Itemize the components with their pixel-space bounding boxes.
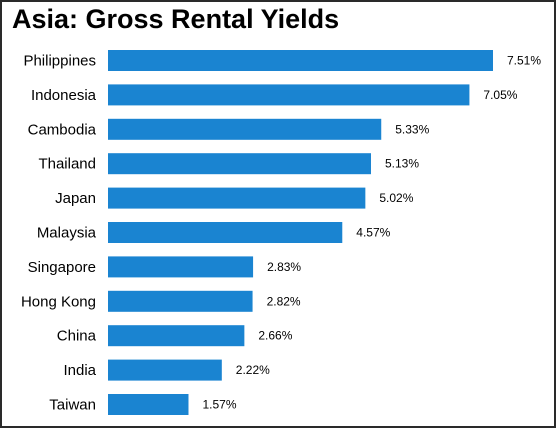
- bar-singapore: [108, 256, 254, 278]
- bar-china: [108, 325, 245, 347]
- category-label-singapore: Singapore: [28, 259, 96, 276]
- category-label-thailand: Thailand: [38, 156, 96, 173]
- value-label-taiwan: 1.57%: [202, 398, 236, 412]
- chart-title: Asia: Gross Rental Yields: [12, 4, 340, 34]
- value-label-philippines: 7.51%: [507, 54, 541, 68]
- category-label-cambodia: Cambodia: [28, 121, 97, 138]
- bar-taiwan: [108, 394, 189, 415]
- bar-malaysia: [108, 222, 343, 243]
- category-label-china: China: [57, 328, 97, 345]
- category-label-philippines: Philippines: [23, 53, 96, 70]
- value-label-hong-kong: 2.82%: [267, 294, 301, 308]
- value-label-china: 2.66%: [258, 329, 292, 343]
- bar-india: [108, 359, 222, 381]
- category-label-malaysia: Malaysia: [37, 225, 97, 242]
- bar-philippines: [108, 50, 493, 71]
- bar-hong-kong: [108, 290, 253, 312]
- category-label-taiwan: Taiwan: [49, 397, 96, 414]
- category-label-hong-kong: Hong Kong: [21, 293, 96, 310]
- value-label-cambodia: 5.33%: [395, 122, 429, 136]
- bar-cambodia: [108, 118, 382, 140]
- category-label-japan: Japan: [55, 190, 96, 207]
- category-label-indonesia: Indonesia: [31, 87, 97, 104]
- bar-thailand: [108, 153, 371, 175]
- value-label-india: 2.22%: [236, 363, 270, 377]
- value-label-thailand: 5.13%: [385, 157, 419, 171]
- value-label-indonesia: 7.05%: [483, 88, 517, 102]
- value-label-malaysia: 4.57%: [356, 226, 390, 240]
- bar-japan: [108, 187, 366, 209]
- value-label-japan: 5.02%: [379, 191, 413, 205]
- bar-indonesia: [108, 84, 470, 106]
- category-label-india: India: [63, 362, 96, 379]
- value-label-singapore: 2.83%: [267, 260, 301, 274]
